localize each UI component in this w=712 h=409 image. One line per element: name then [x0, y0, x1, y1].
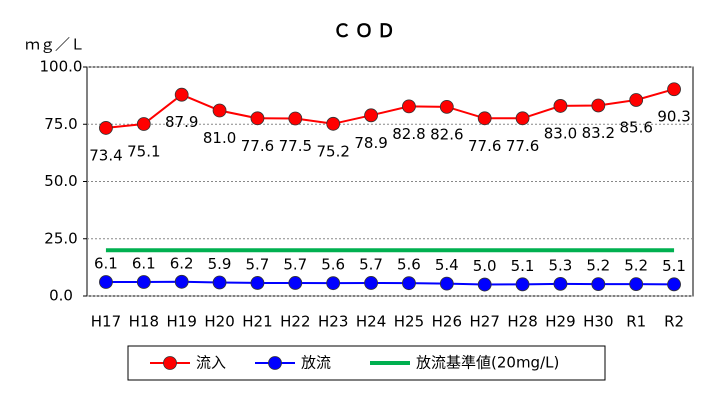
- data-point: [212, 275, 227, 290]
- x-tick-label: H25: [394, 313, 424, 331]
- data-label: 5.7: [283, 255, 307, 273]
- data-point: [553, 276, 568, 291]
- x-tick-label: H27: [470, 313, 500, 331]
- legend-box: [127, 345, 606, 381]
- data-label: 83.0: [544, 124, 577, 142]
- data-label: 75.1: [127, 143, 160, 161]
- data-label: 5.2: [624, 257, 648, 275]
- legend-label: 流入: [196, 354, 226, 372]
- series-line: [105, 280, 675, 286]
- data-point: [629, 93, 644, 107]
- x-tick-label: H28: [507, 313, 537, 331]
- x-tick-label: H26: [432, 313, 462, 331]
- y-tick-label: 0.0: [49, 287, 73, 305]
- data-label: 5.0: [473, 257, 497, 275]
- data-label: 77.6: [241, 137, 274, 155]
- x-tick-label: H18: [129, 313, 159, 331]
- data-point: [553, 99, 568, 113]
- legend-marker: [163, 356, 177, 370]
- data-label: 5.9: [208, 255, 232, 273]
- data-label: 6.1: [132, 255, 156, 273]
- series-line: [105, 88, 675, 129]
- data-point: [515, 277, 530, 292]
- data-point: [439, 99, 454, 114]
- data-label: 78.9: [354, 134, 387, 152]
- x-tick-label: H29: [545, 313, 575, 331]
- data-point: [629, 277, 644, 291]
- data-point: [439, 276, 454, 291]
- data-point: [250, 111, 265, 126]
- chart-title: ＣＯＤ: [333, 21, 399, 42]
- data-label: 77.6: [506, 137, 539, 155]
- legend-label: 放流基準値(20mg/L): [416, 354, 559, 372]
- y-tick-label: 50.0: [44, 172, 77, 190]
- data-label: 5.3: [549, 256, 573, 274]
- data-label: 85.6: [619, 118, 652, 136]
- x-tick-label: R1: [626, 313, 646, 331]
- y-tick-label: 25.0: [44, 229, 77, 247]
- data-label: 77.5: [279, 137, 312, 155]
- legend-marker: [268, 356, 282, 370]
- data-label: 5.7: [246, 255, 270, 273]
- data-point: [288, 276, 303, 290]
- x-tick-label: H23: [318, 313, 348, 331]
- y-tick-label: 75.0: [44, 115, 77, 133]
- data-point: [326, 276, 341, 291]
- data-point: [477, 111, 492, 126]
- data-label: 90.3: [657, 108, 690, 126]
- data-label: 75.2: [316, 142, 349, 160]
- data-point: [515, 111, 530, 126]
- y-axis-label: ｍｇ／Ｌ: [25, 36, 85, 54]
- data-point: [402, 99, 416, 114]
- legend-label: 放流: [301, 354, 331, 372]
- data-point: [174, 87, 189, 102]
- data-label: 77.6: [468, 137, 501, 155]
- data-label: 5.6: [397, 256, 421, 274]
- data-point: [477, 277, 492, 292]
- x-tick-label: H22: [280, 313, 310, 331]
- data-point: [667, 82, 681, 97]
- data-point: [591, 277, 606, 291]
- data-point: [364, 108, 378, 123]
- x-tick-label: R2: [664, 313, 684, 331]
- data-point: [250, 276, 265, 290]
- data-label: 5.1: [511, 257, 535, 275]
- x-tick-label: H20: [204, 313, 234, 331]
- data-point: [99, 121, 113, 135]
- data-label: 5.2: [586, 257, 610, 275]
- data-label: 87.9: [165, 113, 198, 131]
- x-tick-label: H19: [167, 313, 197, 331]
- data-point: [402, 276, 416, 291]
- x-tick-label: H17: [91, 313, 121, 331]
- data-point: [99, 275, 113, 289]
- data-point: [174, 274, 189, 289]
- data-label: 5.7: [359, 255, 383, 273]
- data-label: 82.8: [392, 125, 425, 143]
- y-tick-label: 100.0: [40, 58, 83, 76]
- data-point: [136, 275, 151, 289]
- data-point: [326, 116, 341, 131]
- x-tick-label: H21: [242, 313, 272, 331]
- data-point: [136, 117, 151, 131]
- data-point: [667, 277, 681, 292]
- data-point: [212, 103, 227, 118]
- data-label: 83.2: [582, 124, 615, 142]
- data-label: 6.2: [170, 254, 194, 272]
- x-tick-label: H30: [583, 313, 613, 331]
- data-label: 82.6: [430, 125, 463, 143]
- data-point: [364, 276, 378, 290]
- data-label: 73.4: [89, 146, 122, 164]
- data-label: 81.0: [203, 129, 236, 147]
- x-tick-label: H24: [356, 313, 386, 331]
- data-label: 5.4: [435, 256, 459, 274]
- data-label: 5.1: [662, 257, 686, 275]
- data-point: [288, 111, 303, 126]
- data-point: [591, 98, 606, 113]
- data-label: 6.1: [94, 255, 118, 273]
- data-label: 5.6: [321, 256, 345, 274]
